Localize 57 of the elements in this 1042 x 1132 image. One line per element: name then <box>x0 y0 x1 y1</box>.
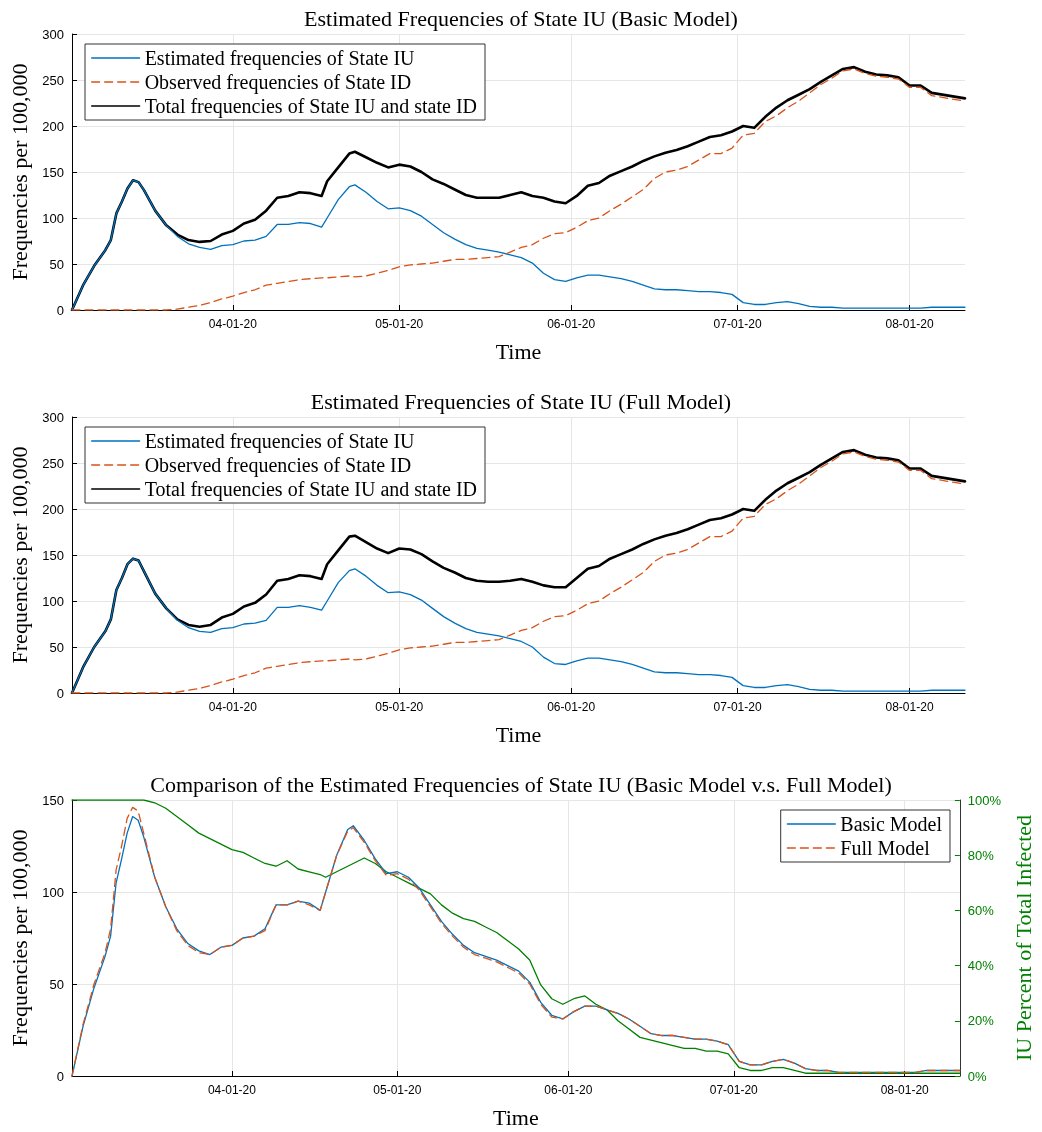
x-axis-title: Time <box>495 721 542 747</box>
legend-label: Estimated frequencies of State IU <box>144 430 416 453</box>
x-tick-label: 04-01-20 <box>207 1083 257 1097</box>
y-tick-label: 200 <box>42 118 64 134</box>
y-tick-label: 50 <box>49 976 64 992</box>
chart-title: Estimated Frequencies of State IU (Full Model) <box>310 388 732 414</box>
x-axis-title: Time <box>495 338 542 364</box>
x-tick-label: 05-01-20 <box>375 700 424 714</box>
y-tick-label: 0 <box>56 685 64 701</box>
y-tick-label: 100 <box>42 210 64 226</box>
x-tick-label: 08-01-20 <box>885 317 934 331</box>
x-tick-label: 08-01-20 <box>885 700 934 714</box>
y2-axis-title: IU Percent of Total Infected <box>1010 814 1036 1062</box>
y-tick-label: 0 <box>56 302 64 318</box>
x-tick-label: 04-01-20 <box>208 700 258 714</box>
x-axis-title: Time <box>493 1104 539 1130</box>
y-tick-label: 100 <box>42 884 64 900</box>
legend-label: Total frequencies of State IU and state ID <box>144 478 478 501</box>
y-tick-label: 300 <box>42 26 64 42</box>
x-tick-label: 07-01-20 <box>709 1083 759 1097</box>
y-tick-label: 150 <box>42 164 64 180</box>
x-tick-label: 06-01-20 <box>547 317 596 331</box>
y-tick-label: 50 <box>49 639 64 655</box>
chart-title: Comparison of the Estimated Frequencies of State IU (Basic Model v.s. Full Model) <box>150 771 892 797</box>
y2-tick-label: 40% <box>967 958 995 974</box>
x-tick-label: 06-01-20 <box>544 1083 593 1097</box>
legend-label: Full Model <box>840 837 931 859</box>
y-axis-title: Frequencies per 100,000 <box>6 63 32 281</box>
y-axis-title: Frequencies per 100,000 <box>6 829 32 1047</box>
y2-tick-label: 0% <box>967 1068 988 1084</box>
x-tick-label: 07-01-20 <box>713 317 762 331</box>
y2-tick-label: 80% <box>967 847 995 863</box>
legend-label: Estimated frequencies of State IU <box>144 47 416 70</box>
legend-label: Total frequencies of State IU and state ID <box>144 95 478 118</box>
legend-label: Basic Model <box>840 813 943 835</box>
legend-label: Observed frequencies of State ID <box>144 454 412 477</box>
y-tick-label: 0 <box>56 1068 64 1084</box>
y-tick-label: 250 <box>42 72 64 88</box>
y-tick-label: 100 <box>42 593 64 609</box>
x-tick-label: 07-01-20 <box>713 700 762 714</box>
y-tick-label: 200 <box>42 501 64 517</box>
x-tick-label: 04-01-20 <box>208 317 258 331</box>
chart-title: Estimated Frequencies of State IU (Basic Model) <box>304 5 738 31</box>
x-tick-label: 05-01-20 <box>373 1083 422 1097</box>
x-tick-label: 05-01-20 <box>375 317 424 331</box>
x-tick-label: 08-01-20 <box>880 1083 930 1097</box>
y-tick-label: 150 <box>42 547 64 563</box>
y-tick-label: 300 <box>42 409 64 425</box>
x-tick-label: 06-01-20 <box>547 700 596 714</box>
y2-tick-label: 60% <box>967 902 995 918</box>
y-tick-label: 50 <box>49 256 64 272</box>
y-tick-label: 250 <box>42 455 64 471</box>
y-tick-label: 150 <box>42 792 64 808</box>
y2-tick-label: 20% <box>967 1013 995 1029</box>
legend-label: Observed frequencies of State ID <box>144 71 412 94</box>
y2-tick-label: 100% <box>967 792 1002 808</box>
y-axis-title: Frequencies per 100,000 <box>6 446 32 664</box>
